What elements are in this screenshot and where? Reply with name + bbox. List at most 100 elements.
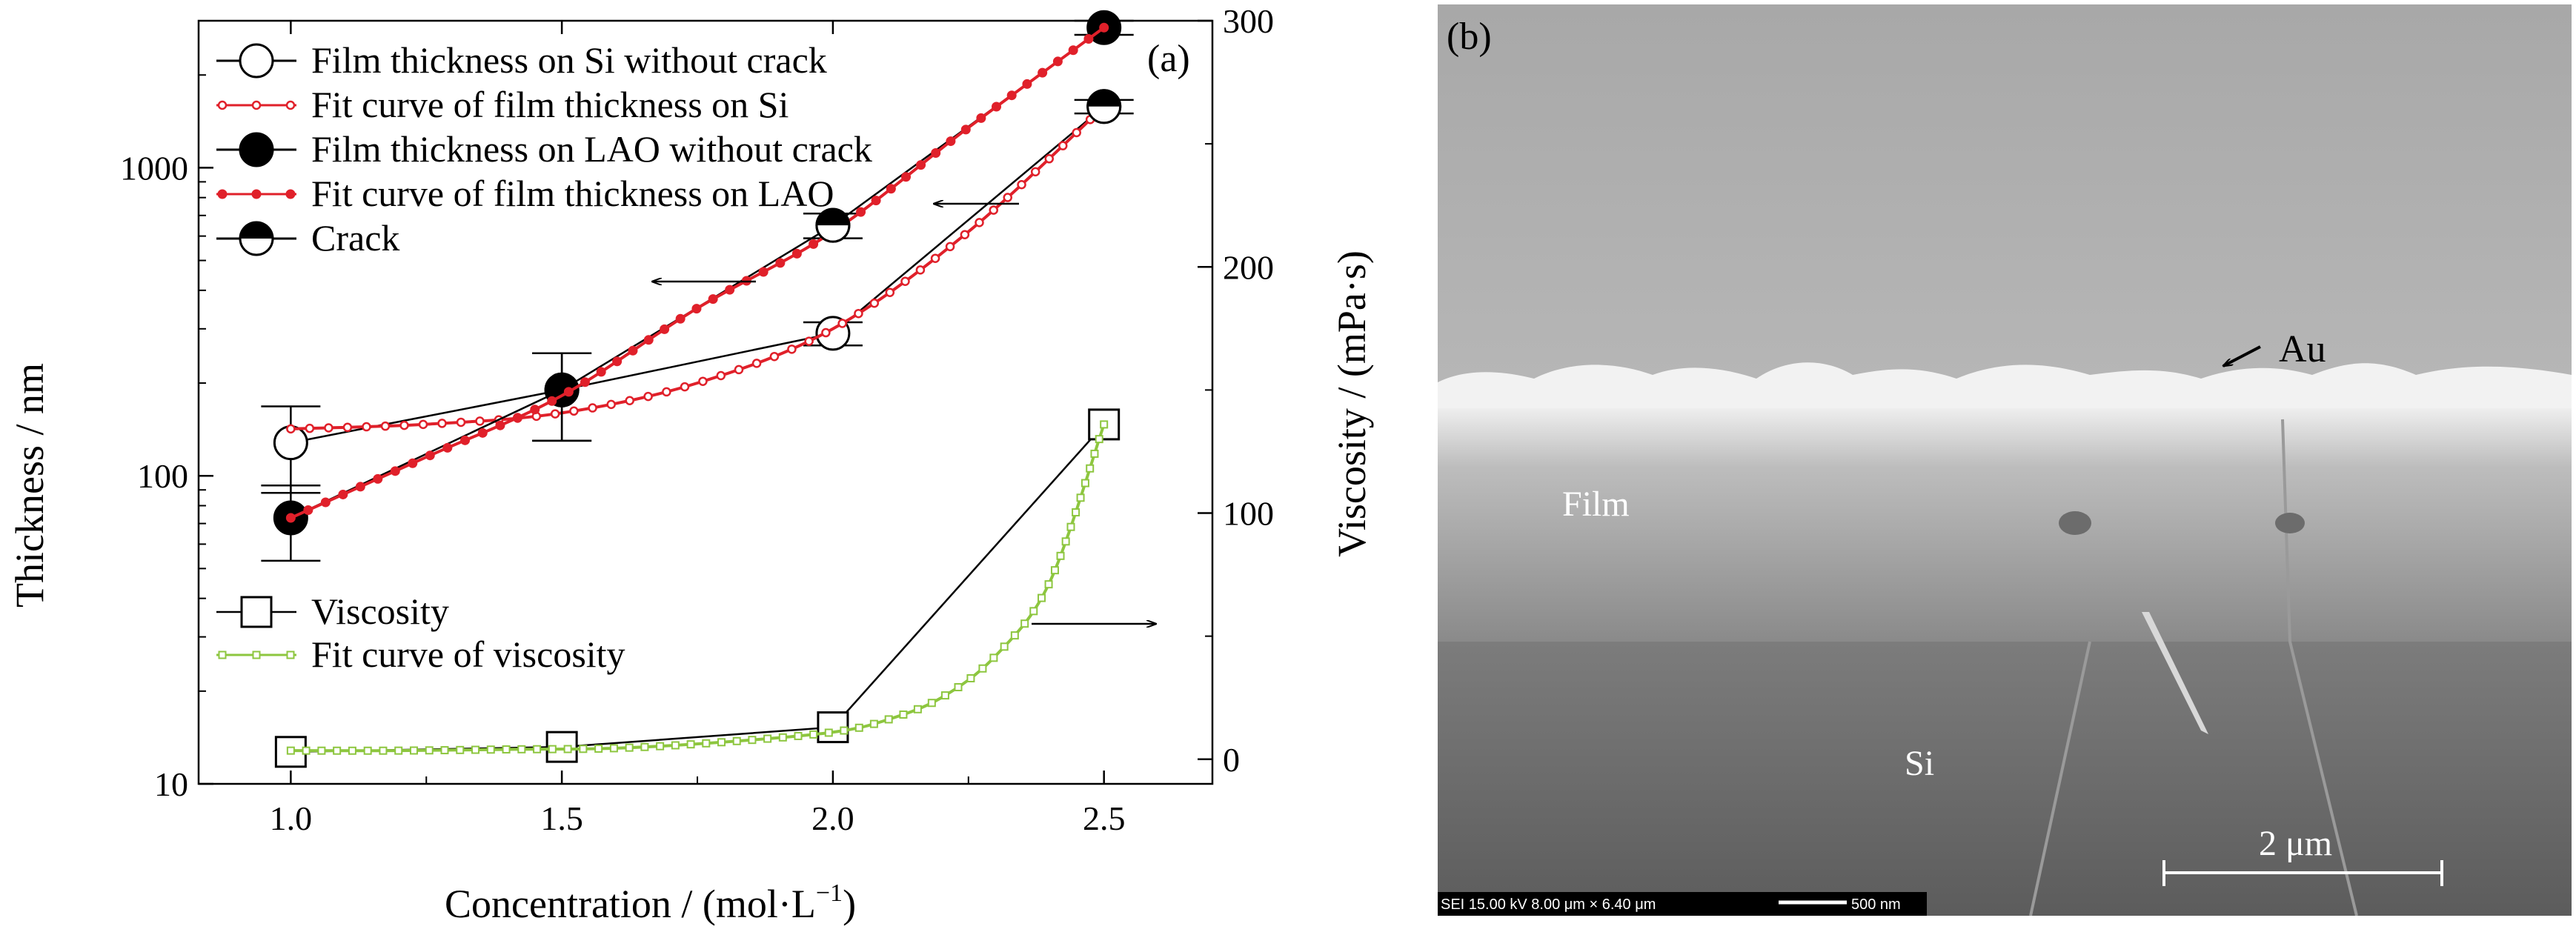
panel-label-a: (a) — [1147, 38, 1190, 80]
fit-point — [966, 673, 975, 682]
legend-marker-fill — [240, 222, 273, 239]
y2-axis-title-holder: Viscosity / (mPa·s) — [1330, 250, 1374, 557]
legend-marker — [217, 100, 228, 110]
fit-point — [989, 653, 998, 662]
fit-point — [1056, 551, 1065, 560]
fit-point — [869, 719, 878, 728]
fit-line — [291, 424, 1106, 753]
fit-point — [569, 406, 579, 416]
fit-point — [333, 746, 342, 755]
fit-point — [960, 230, 970, 239]
fit-point — [940, 691, 949, 700]
fit-point — [1044, 154, 1055, 164]
fit-point — [854, 308, 863, 319]
fit-point — [886, 184, 896, 194]
fit-point — [1080, 479, 1089, 488]
legend-entry-5: Viscosity — [216, 590, 449, 632]
fit-point — [285, 513, 296, 523]
legend-entry-4: Crack — [216, 217, 399, 259]
fit-point — [1095, 435, 1103, 444]
fit-point — [643, 391, 653, 402]
legend-marker — [239, 132, 274, 167]
au-pointer-arrow — [2223, 345, 2261, 366]
fit-point — [1017, 179, 1026, 190]
fit-point — [495, 420, 505, 430]
fit-point — [317, 746, 326, 755]
fit-point — [1066, 522, 1075, 531]
x-axis-title-superscript: −1 — [816, 879, 843, 907]
si-label: Si — [1905, 744, 1934, 783]
legend-marker — [252, 650, 261, 659]
fit-point — [563, 745, 572, 753]
legend-label: Viscosity — [311, 590, 449, 632]
fit-point — [548, 745, 557, 753]
fit-point — [594, 744, 603, 753]
fit-point — [913, 705, 922, 713]
fit-point — [1038, 67, 1048, 78]
fit-point — [656, 742, 665, 751]
fit-point — [716, 370, 726, 381]
fit-point — [362, 422, 371, 432]
data-line — [291, 424, 1105, 753]
y-axis-title: Thickness / nm — [7, 363, 52, 608]
fit-point — [671, 741, 680, 750]
fit-point — [840, 726, 849, 735]
legend-entry-3: Fit curve of film thickness on LAO — [216, 173, 834, 214]
fit-point — [1029, 607, 1038, 616]
legend-marker — [217, 189, 228, 199]
fit-point — [1044, 580, 1053, 589]
fit-point — [550, 409, 560, 419]
y2-tick-label: 100 — [1223, 495, 1274, 533]
legend-marker — [240, 596, 273, 628]
legend-marker — [286, 650, 295, 659]
fit-point — [612, 356, 623, 367]
x-tick-label: 1.0 — [270, 799, 313, 837]
fit-point — [363, 746, 372, 755]
fit-point — [580, 377, 590, 387]
fit-point — [530, 405, 540, 415]
fit-point — [884, 715, 893, 724]
fit-point — [702, 739, 711, 748]
series-1 — [286, 102, 1109, 434]
y-tick-label: 10 — [154, 765, 188, 803]
legend-marker — [285, 189, 296, 199]
fit-point — [1061, 537, 1070, 546]
x-tick-label: 2.5 — [1083, 799, 1126, 837]
sem-film-layer — [1438, 408, 2572, 642]
fit-point — [547, 396, 557, 406]
fit-point — [1058, 141, 1068, 150]
fit-point — [437, 419, 447, 428]
fit-point — [809, 239, 819, 249]
fit-point — [342, 422, 353, 433]
fit-point — [579, 745, 588, 753]
fit-point — [837, 319, 847, 328]
fit-point — [698, 376, 708, 386]
fit-point — [320, 497, 331, 508]
sem-footer-info: SEI 15.00 kV 8.00 μm × 6.40 μm — [1441, 896, 1656, 913]
fit-point — [440, 746, 449, 755]
y2-tick-label: 200 — [1223, 248, 1274, 286]
fit-point — [794, 731, 803, 740]
fit-point — [856, 207, 866, 217]
fit-point — [930, 253, 940, 263]
film-label: Film — [1562, 485, 1630, 524]
fit-point — [869, 298, 880, 308]
au-label: Au — [2279, 328, 2326, 370]
y-tick-label: 100 — [137, 457, 188, 495]
crack-point-fill — [1087, 90, 1121, 107]
fit-point — [477, 427, 488, 438]
fit-point — [394, 746, 403, 755]
fit-point — [708, 294, 718, 305]
legend-label: Fit curve of film thickness on LAO — [311, 173, 834, 214]
fit-point — [286, 746, 295, 755]
fit-point — [380, 421, 391, 431]
fit-point — [563, 387, 574, 397]
legend-marker — [251, 100, 262, 110]
fit-point — [338, 489, 348, 499]
fit-point — [475, 416, 485, 426]
fit-point — [945, 242, 955, 252]
fit-point — [373, 473, 383, 484]
fit-point — [409, 746, 418, 755]
